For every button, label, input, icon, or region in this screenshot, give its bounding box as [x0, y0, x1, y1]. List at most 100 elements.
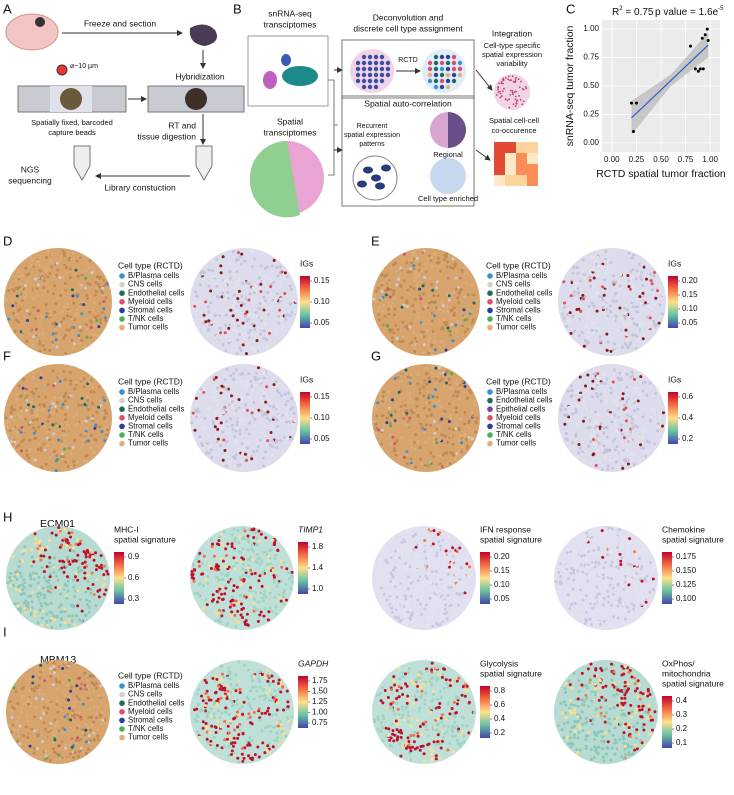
bead-dot: [445, 611, 448, 614]
bead-dot: [622, 586, 625, 589]
bead-dot: [229, 464, 232, 467]
bead-dot: [429, 597, 432, 600]
bead-dot: [207, 328, 210, 331]
bead-dot: [42, 669, 45, 672]
bead-dot: [71, 614, 74, 617]
bead-dot: [570, 384, 573, 387]
bead-dot: [409, 322, 412, 325]
bead-dot: [64, 418, 67, 421]
bead-dot: [431, 607, 434, 610]
bead-dot: [602, 432, 605, 435]
bead-dot: [22, 578, 25, 581]
bead-dot: [428, 336, 431, 339]
bead-dot: [49, 575, 52, 578]
bead-dot: [386, 417, 389, 420]
bead-dot: [210, 715, 213, 718]
bead-dot: [592, 305, 595, 308]
label: Freeze and section: [84, 18, 157, 28]
legend-swatch: [119, 325, 125, 331]
bead-dot: [44, 602, 47, 605]
bead-dot: [586, 407, 589, 410]
bead-dot: [448, 604, 451, 607]
bead-dot: [89, 414, 92, 417]
bead-dot: [36, 547, 39, 550]
bead-dot: [232, 688, 235, 691]
bead-dot: [261, 585, 264, 588]
bead-dot: [415, 342, 418, 345]
colorbar-title: IGs: [300, 374, 313, 384]
bead-dot: [464, 551, 467, 554]
bead-dot: [215, 320, 218, 323]
bead-dot: [269, 562, 272, 565]
bead-dot: [41, 277, 44, 280]
bead-dot: [71, 294, 74, 297]
bead-dot: [415, 276, 418, 279]
bead-dot: [409, 285, 412, 288]
bead-dot: [577, 340, 580, 343]
bead-dot: [223, 738, 226, 741]
bead-dot: [231, 579, 234, 582]
bead-dot: [84, 590, 87, 593]
bead-dot: [231, 400, 234, 403]
bead-dot: [53, 441, 56, 444]
bead-dot: [62, 563, 65, 566]
bead-dot: [213, 716, 216, 719]
bead-dot: [72, 550, 75, 553]
bead-dot: [217, 709, 220, 712]
bead-dot: [9, 724, 12, 727]
bead-dot: [34, 532, 37, 535]
bead-dot: [21, 274, 24, 277]
bead-dot: [103, 417, 106, 420]
bead-dot: [289, 417, 292, 420]
bead-dot: [254, 572, 257, 575]
bead-dot: [438, 590, 441, 593]
bead-dot: [465, 281, 468, 284]
bead-dot: [412, 548, 415, 551]
point: [704, 33, 707, 36]
bead-dot: [233, 584, 236, 587]
bead-dot: [585, 539, 588, 542]
bead-dot: [399, 340, 402, 343]
bead-dot: [29, 745, 32, 748]
bead-dot: [52, 566, 55, 569]
bead-dot: [19, 415, 22, 418]
bead-dot: [37, 426, 40, 429]
bead-dot: [216, 590, 219, 593]
bead-dot: [406, 462, 409, 465]
bead-dot: [243, 440, 246, 443]
bead-dot: [60, 618, 63, 621]
bead-dot: [238, 346, 241, 349]
bead-dot: [95, 287, 98, 290]
bead-dot: [58, 324, 61, 327]
bead-dot: [97, 283, 100, 286]
bead-dot: [66, 556, 69, 559]
bead-dot: [570, 332, 573, 335]
bead-dot: [624, 575, 627, 578]
bead-dot: [589, 602, 592, 605]
bead-dot: [192, 577, 195, 580]
bead-dot: [266, 411, 269, 414]
bead-dot: [410, 457, 413, 460]
bead-dot: [235, 561, 238, 564]
bead-dot: [91, 572, 94, 575]
bead-dot: [43, 405, 46, 408]
bead-dot: [603, 390, 606, 393]
bead-dot: [459, 322, 462, 325]
bead-dot: [45, 711, 48, 714]
bead-dot: [458, 593, 461, 596]
bead-dot: [446, 535, 449, 538]
bead-dot: [380, 443, 383, 446]
bead-dot: [278, 309, 281, 312]
bead-dot: [90, 332, 93, 335]
bead-dot: [414, 298, 417, 301]
bead-dot: [229, 374, 232, 377]
bead-dot: [608, 413, 611, 416]
bead-dot: [409, 271, 412, 274]
bead-dot: [220, 725, 223, 728]
bead-dot: [651, 288, 654, 291]
bead-dot: [423, 601, 426, 604]
point: [701, 37, 704, 40]
label: C: [566, 1, 575, 16]
label: discrete cell type assignment: [353, 23, 463, 33]
bead-dot: [50, 611, 53, 614]
